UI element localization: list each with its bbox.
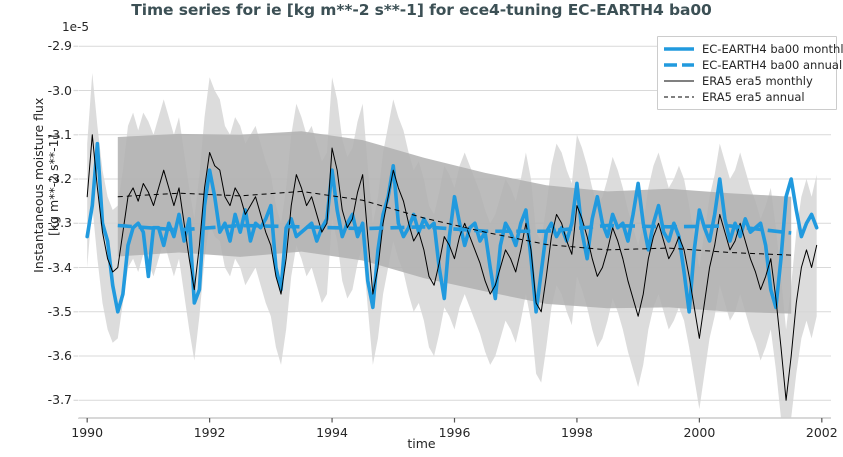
legend-item[interactable]: ERA5 era5 annual bbox=[663, 89, 831, 105]
y-tick-label: -3.6 bbox=[47, 348, 72, 364]
x-tick-label: 1990 bbox=[71, 425, 104, 440]
y-tick-label: -3.2 bbox=[47, 171, 72, 187]
y-tick-label: -3.0 bbox=[47, 82, 72, 98]
x-tick-label: 1994 bbox=[316, 425, 348, 440]
x-tick-label: 1998 bbox=[561, 425, 593, 440]
y-tick-label: -3.4 bbox=[47, 259, 72, 275]
x-axis-label: time bbox=[407, 436, 436, 451]
legend-item[interactable]: EC-EARTH4 ba00 annual bbox=[663, 57, 842, 73]
legend-label: EC-EARTH4 ba00 monthly bbox=[702, 42, 843, 56]
legend-item[interactable]: ERA5 era5 monthly bbox=[663, 73, 831, 89]
series-line bbox=[117, 223, 792, 235]
legend-item[interactable]: EC-EARTH4 ba00 monthly bbox=[663, 41, 843, 57]
y-tick-label: -3.3 bbox=[47, 215, 72, 231]
band-era5-annual-spread-dark bbox=[117, 131, 792, 314]
legend-label: ERA5 era5 monthly bbox=[702, 74, 813, 88]
legend-swatch-icon bbox=[663, 58, 695, 72]
legend-swatch-icon bbox=[663, 74, 695, 88]
y-tick-label: -3.1 bbox=[47, 126, 72, 142]
series-line bbox=[85, 141, 819, 314]
uncertainty-bands bbox=[87, 72, 817, 418]
tick-marks bbox=[73, 45, 823, 423]
series-line bbox=[117, 190, 792, 256]
legend-label: ERA5 era5 annual bbox=[702, 90, 805, 104]
data-series bbox=[85, 134, 819, 401]
y-tick-label: -3.5 bbox=[47, 303, 72, 319]
chart-legend[interactable]: EC-EARTH4 ba00 monthly EC-EARTH4 ba00 ann… bbox=[657, 36, 843, 110]
legend-label: EC-EARTH4 ba00 annual bbox=[702, 58, 843, 72]
y-tick-label: -2.9 bbox=[47, 38, 72, 54]
x-tick-label: 1996 bbox=[438, 425, 471, 440]
x-tick-label: 2002 bbox=[805, 425, 838, 440]
page-title: Time series for ie [kg m**-2 s**-1] for … bbox=[131, 1, 712, 19]
series-line bbox=[86, 134, 818, 401]
x-tick-label: 1992 bbox=[193, 425, 226, 440]
legend-swatch-icon bbox=[663, 42, 695, 56]
y-axis-exponent-label: 1e-5 bbox=[62, 20, 89, 34]
x-tick-label: 2000 bbox=[683, 425, 716, 440]
y-tick-label: -3.7 bbox=[47, 392, 72, 408]
legend-swatch-icon bbox=[663, 90, 695, 104]
